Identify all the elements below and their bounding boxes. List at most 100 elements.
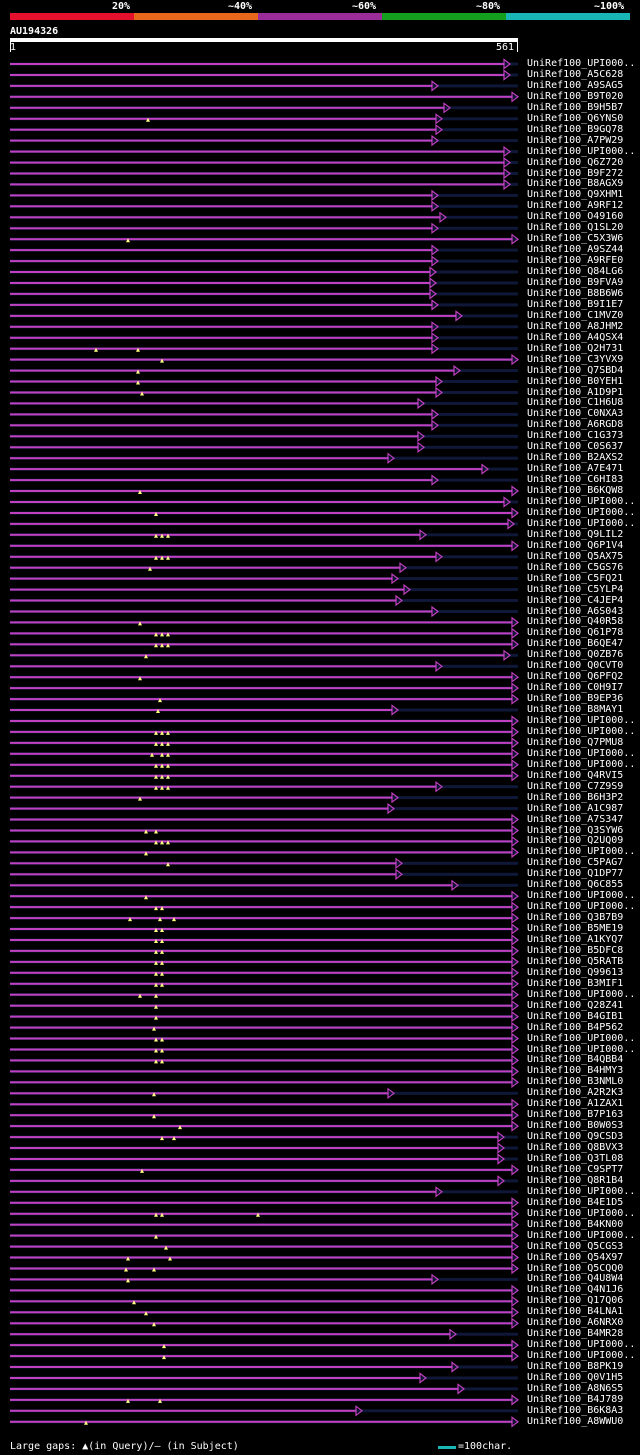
hit-label[interactable]: UniRef100_B4LNA1 <box>527 1306 624 1318</box>
hit-label[interactable]: UniRef100_A7E471 <box>527 463 624 475</box>
hit-label[interactable]: UniRef100_A1C987 <box>527 802 624 814</box>
hit-label[interactable]: UniRef100_B4E1D5 <box>527 1196 624 1208</box>
hit-label[interactable]: UniRef100_UPI000.. <box>527 758 636 770</box>
hit-label[interactable]: UniRef100_Q5CQQ0 <box>527 1262 624 1274</box>
hit-label[interactable]: UniRef100_B0W0S3 <box>527 1120 624 1132</box>
hit-label[interactable]: UniRef100_UPI000.. <box>527 517 636 529</box>
hit-label[interactable]: UniRef100_B2AXS2 <box>527 452 624 464</box>
hit-label[interactable]: UniRef100_B9EP36 <box>527 693 624 705</box>
hit-label[interactable]: UniRef100_A8N6S5 <box>527 1382 624 1394</box>
hit-label[interactable]: UniRef100_B9I1E7 <box>527 298 624 310</box>
hit-label[interactable]: UniRef100_A1ZAX1 <box>527 1098 624 1110</box>
hit-label[interactable]: UniRef100_Q8R1B4 <box>527 1174 624 1186</box>
hit-label[interactable]: UniRef100_Q99613 <box>527 966 624 978</box>
hit-label[interactable]: UniRef100_C0NXA3 <box>527 408 624 420</box>
hit-label[interactable]: UniRef100_Q3SYW6 <box>527 824 624 836</box>
hit-label[interactable]: UniRef100_UPI000.. <box>527 1032 636 1044</box>
hit-label[interactable]: UniRef100_A5C628 <box>527 69 624 80</box>
hit-label[interactable]: UniRef100_Q0ZB76 <box>527 649 624 661</box>
hit-label[interactable]: UniRef100_Q84LG6 <box>527 266 624 277</box>
hit-label[interactable]: UniRef100_Q17Q06 <box>527 1295 624 1307</box>
hit-label[interactable]: UniRef100_A6RGD8 <box>527 419 624 431</box>
hit-label[interactable]: UniRef100_A7S347 <box>527 813 624 825</box>
hit-label[interactable]: UniRef100_C1MVZ0 <box>527 309 624 321</box>
hit-label[interactable]: UniRef100_Q6C855 <box>527 879 624 891</box>
hit-label[interactable]: UniRef100_B7P163 <box>527 1109 624 1121</box>
hit-label[interactable]: UniRef100_Q6PFQ2 <box>527 671 624 683</box>
hit-label[interactable]: UniRef100_UPI000.. <box>527 145 636 157</box>
hit-label[interactable]: UniRef100_Q9CSD3 <box>527 1131 624 1143</box>
hit-label[interactable]: UniRef100_Q40R58 <box>527 616 624 628</box>
hit-label[interactable]: UniRef100_Q28Z41 <box>527 999 624 1011</box>
hit-label[interactable]: UniRef100_C1G373 <box>527 430 624 442</box>
hit-label[interactable]: UniRef100_B5DFC8 <box>527 944 624 956</box>
hit-label[interactable]: UniRef100_B8MAY1 <box>527 704 624 715</box>
hit-label[interactable]: UniRef100_B4KN00 <box>527 1218 624 1230</box>
hit-label[interactable]: UniRef100_UPI000.. <box>527 507 636 518</box>
hit-label[interactable]: UniRef100_Q0V1H5 <box>527 1372 624 1383</box>
hit-label[interactable]: UniRef100_Q1SL20 <box>527 222 624 234</box>
hit-label[interactable]: UniRef100_C5PAG7 <box>527 857 624 869</box>
hit-label[interactable]: UniRef100_A9RF12 <box>527 200 624 212</box>
hit-label[interactable]: UniRef100_C1H6U8 <box>527 397 624 409</box>
hit-label[interactable]: UniRef100_Q9XHM1 <box>527 189 624 201</box>
hit-label[interactable]: UniRef100_O49160 <box>527 211 624 223</box>
hit-label[interactable]: UniRef100_UPI000.. <box>527 1339 636 1351</box>
hit-label[interactable]: UniRef100_B8AGX9 <box>527 178 624 190</box>
hit-label[interactable]: UniRef100_UPI000.. <box>527 715 636 726</box>
hit-label[interactable]: UniRef100_C5GS76 <box>527 561 624 573</box>
hit-label[interactable]: UniRef100_Q6YNS0 <box>527 112 624 124</box>
hit-label[interactable]: UniRef100_Q61P78 <box>527 627 624 639</box>
hit-label[interactable]: UniRef100_B4MR28 <box>527 1328 624 1340</box>
hit-label[interactable]: UniRef100_A4QSX4 <box>527 331 624 343</box>
hit-label[interactable]: UniRef100_A1KYQ7 <box>527 934 624 945</box>
hit-label[interactable]: UniRef100_B3MIF1 <box>527 977 624 989</box>
hit-label[interactable]: UniRef100_B6H3P2 <box>527 791 624 803</box>
hit-label[interactable]: UniRef100_UPI000.. <box>527 725 636 737</box>
hit-label[interactable]: UniRef100_C0H9I7 <box>527 682 624 694</box>
hit-label[interactable]: UniRef100_UPI000.. <box>527 988 636 1000</box>
hit-label[interactable]: UniRef100_C5FQ21 <box>527 572 624 584</box>
hit-label[interactable]: UniRef100_A8WWU0 <box>527 1415 624 1427</box>
hit-label[interactable]: UniRef100_B9F272 <box>527 167 624 179</box>
hit-label[interactable]: UniRef100_A1D9P1 <box>527 386 624 398</box>
hit-label[interactable]: UniRef100_Q5AX75 <box>527 550 624 562</box>
hit-label[interactable]: UniRef100_B4J789 <box>527 1393 624 1405</box>
hit-label[interactable]: UniRef100_Q54X97 <box>527 1251 624 1263</box>
hit-label[interactable]: UniRef100_Q3B7B9 <box>527 912 624 924</box>
hit-label[interactable]: UniRef100_B5ME19 <box>527 923 624 934</box>
hit-label[interactable]: UniRef100_UPI000.. <box>527 890 636 902</box>
hit-label[interactable]: UniRef100_C9SPT7 <box>527 1163 624 1175</box>
hit-label[interactable]: UniRef100_UPI000.. <box>527 846 636 858</box>
hit-label[interactable]: UniRef100_UPI000.. <box>527 1207 636 1219</box>
hit-label[interactable]: UniRef100_B4QBB4 <box>527 1054 624 1066</box>
hit-label[interactable]: UniRef100_B9H5B7 <box>527 101 624 113</box>
hit-label[interactable]: UniRef100_B9T020 <box>527 90 624 102</box>
hit-label[interactable]: UniRef100_C6HI83 <box>527 474 624 486</box>
hit-label[interactable]: UniRef100_Q6P1V4 <box>527 539 624 551</box>
hit-label[interactable]: UniRef100_Q5CGS3 <box>527 1240 624 1252</box>
hit-label[interactable]: UniRef100_A9RFE0 <box>527 255 624 267</box>
hit-label[interactable]: UniRef100_Q3TL08 <box>527 1153 624 1164</box>
hit-label[interactable]: UniRef100_A9SZ44 <box>527 244 624 256</box>
hit-label[interactable]: UniRef100_Q8BVX3 <box>527 1142 624 1153</box>
hit-label[interactable]: UniRef100_Q7PMU8 <box>527 736 624 748</box>
hit-label[interactable]: UniRef100_Q1DP77 <box>527 868 624 880</box>
hit-label[interactable]: UniRef100_Q4N1J6 <box>527 1284 624 1296</box>
hit-label[interactable]: UniRef100_Q0CVT0 <box>527 660 624 672</box>
hit-label[interactable]: UniRef100_Q9LIL2 <box>527 528 624 540</box>
hit-label[interactable]: UniRef100_B6K8A3 <box>527 1404 624 1416</box>
hit-label[interactable]: UniRef100_B3NML0 <box>527 1076 624 1088</box>
hit-label[interactable]: UniRef100_A7PW29 <box>527 134 624 146</box>
hit-label[interactable]: UniRef100_Q2H731 <box>527 342 624 354</box>
hit-label[interactable]: UniRef100_C5X3W6 <box>527 233 624 245</box>
hit-label[interactable]: UniRef100_B9FVA9 <box>527 277 624 288</box>
hit-label[interactable]: UniRef100_A8JHM2 <box>527 320 624 332</box>
hit-label[interactable]: UniRef100_B8PK19 <box>527 1361 624 1372</box>
hit-label[interactable]: UniRef100_B0YEH1 <box>527 375 624 387</box>
hit-label[interactable]: UniRef100_C3YVX9 <box>527 353 624 365</box>
hit-label[interactable]: UniRef100_UPI000.. <box>527 1185 636 1197</box>
hit-label[interactable]: UniRef100_Q4RVI5 <box>527 769 624 781</box>
hit-label[interactable]: UniRef100_UPI000.. <box>527 1043 636 1055</box>
hit-label[interactable]: UniRef100_C5YLP4 <box>527 583 624 595</box>
